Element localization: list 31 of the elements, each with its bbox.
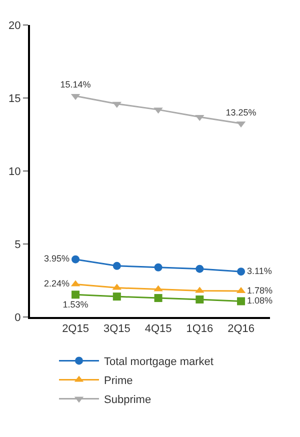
data-label: 1.78% (247, 285, 273, 296)
point (112, 292, 121, 301)
point (237, 268, 246, 276)
x-tick-label: 4Q15 (144, 323, 172, 336)
legend-label: Prime (104, 374, 133, 387)
point (72, 290, 80, 299)
point (154, 294, 162, 302)
y-tick-label: 5 (14, 238, 21, 251)
point (196, 264, 204, 273)
point (154, 263, 162, 272)
data-label: 3.11% (247, 266, 272, 276)
point (237, 297, 246, 306)
legend-label: Total mortgage market (104, 356, 214, 368)
data-label: 15.14% (60, 80, 91, 90)
y-tick-label: 15 (8, 92, 21, 105)
y-tick-label: 10 (8, 166, 21, 178)
y-tick-label: 20 (8, 20, 21, 32)
x-tick-label: 3Q15 (103, 323, 130, 336)
data-label: 2.24% (44, 278, 70, 289)
point (112, 262, 121, 270)
data-label: 13.25% (226, 107, 256, 118)
data-label: 3.95% (44, 254, 70, 264)
x-tick-label: 2Q15 (62, 323, 89, 336)
legend-label: Subprime (104, 394, 152, 406)
point (72, 255, 80, 264)
y-tick-label: 0 (14, 312, 21, 324)
data-label: 1.53% (62, 299, 88, 310)
point (196, 295, 204, 304)
x-tick-label: 2Q16 (228, 323, 254, 336)
x-tick-label: 1Q16 (186, 323, 214, 336)
data-label: 1.08% (247, 295, 273, 306)
